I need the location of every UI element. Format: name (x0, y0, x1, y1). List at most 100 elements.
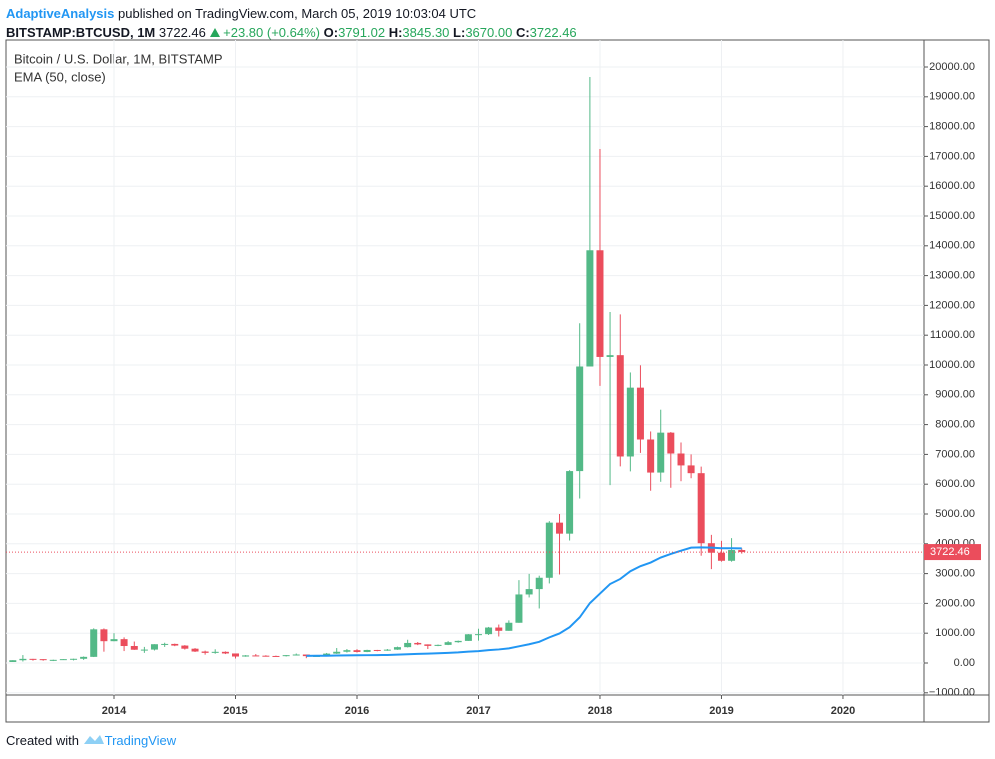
y-tick-label: 10000.00 (929, 359, 975, 371)
candle-body (211, 651, 219, 653)
candle-body (444, 642, 452, 645)
candle-body (242, 655, 250, 657)
x-tick-label: 2014 (102, 705, 127, 717)
candle-body (515, 594, 523, 623)
candle-body (474, 634, 482, 636)
y-tick-label: 16000.00 (929, 180, 975, 192)
y-tick-label: 0.00 (954, 657, 975, 669)
candle-body (130, 646, 138, 650)
candle-body (535, 577, 543, 590)
candle-body (262, 655, 270, 657)
y-tick-label: 15000.00 (929, 210, 975, 222)
logo (83, 735, 104, 744)
candle-body (221, 651, 229, 654)
candle-body (697, 473, 705, 544)
candle-body (556, 522, 564, 534)
candle-body (616, 355, 624, 457)
ohlc-value: 3722.46 (529, 25, 577, 40)
author: AdaptiveAnalysis (6, 6, 115, 21)
candle-body (454, 640, 462, 643)
candle-body (404, 642, 412, 648)
candle-body (100, 629, 108, 642)
brand: TradingView (104, 733, 177, 748)
candle-body (728, 550, 736, 561)
candle-body (657, 432, 665, 473)
y-tick-label: 12000.00 (929, 299, 975, 311)
candle-body (150, 644, 158, 650)
ema-line (306, 546, 742, 657)
price-tag-label: 3722.46 (930, 546, 970, 558)
ohlc-value: 3670.00 (465, 25, 513, 40)
y-tick-label: 6000.00 (935, 478, 975, 490)
candle-body (161, 643, 169, 645)
x-tick-label: 2019 (709, 705, 733, 717)
candle-body (333, 651, 341, 654)
x-tick-label: 2017 (466, 705, 490, 717)
y-tick-label: 11000.00 (930, 329, 975, 341)
y-tick-label: 9000.00 (935, 389, 975, 401)
chart: Bitcoin / U.S. Dollar, 1M, BITSTAMP EMA … (5, 39, 990, 723)
ohlc-value: 3791.02 (338, 25, 386, 40)
header: AdaptiveAnalysis published on TradingVie… (6, 4, 577, 42)
up-arrow (209, 28, 220, 37)
candle-body (80, 656, 88, 659)
symbol-line: BITSTAMP:BTCUSD, 1M 3722.46 +23.80 (+0.6… (6, 23, 577, 42)
candle-body (292, 654, 300, 656)
candle-body (59, 659, 67, 661)
candle-body (677, 453, 685, 466)
candle-body (687, 465, 695, 474)
ohlc-label: L: (453, 25, 466, 40)
candle-body (647, 439, 655, 473)
candle-body (90, 629, 98, 657)
candle-body (140, 649, 148, 651)
y-tick-label: 3000.00 (935, 568, 975, 580)
y-tick-label: 2000.00 (935, 597, 975, 609)
y-tick-label: 1000.00 (935, 627, 975, 639)
candle-body (424, 644, 432, 646)
candle-body (282, 655, 290, 657)
candle-body (120, 639, 128, 647)
frame (5, 39, 990, 723)
candle-body (373, 649, 381, 651)
y-tick-label: 19000.00 (929, 91, 975, 103)
created: Created with (6, 733, 79, 748)
y-tick-label: −1000.00 (929, 687, 975, 699)
candle-body (110, 639, 118, 642)
candle-body (606, 355, 614, 357)
legend-ema: EMA (50, close) (14, 69, 106, 84)
candle-body (171, 643, 179, 646)
y-tick-label: 5000.00 (935, 508, 975, 520)
candle-body (636, 387, 644, 440)
candle-body (667, 432, 675, 454)
candle-body (191, 648, 199, 652)
candle-body (576, 366, 584, 472)
y-tick-label: 8000.00 (935, 419, 975, 431)
candle-body (343, 650, 351, 652)
ohlc-label: O: (323, 25, 339, 40)
candle-body (626, 387, 634, 457)
x-tick-label: 2016 (345, 705, 369, 717)
candle-body (434, 644, 442, 646)
candle-body (232, 653, 239, 657)
candle-body (39, 659, 47, 661)
ohlc-value: 3845.30 (402, 25, 450, 40)
candle-body (383, 649, 391, 651)
candle-body (49, 659, 57, 661)
candle-body (586, 250, 594, 367)
candle-body (272, 655, 280, 657)
candle-body (393, 647, 401, 650)
ohlc-label: C: (515, 25, 530, 40)
candle-body (545, 522, 553, 578)
x-tick-label: 2015 (223, 705, 247, 717)
symbol: BITSTAMP:BTCUSD, 1M (6, 25, 156, 40)
y-tick-label: 17000.00 (929, 150, 975, 162)
y-tick-label: 14000.00 (929, 240, 975, 252)
candle-body (525, 589, 533, 595)
legend-series: Bitcoin / U.S. Dollar, 1M, BITSTAMP (14, 51, 223, 66)
ohlc: O:3791.02 H:3845.30 L:3670.00 C:3722.46 (324, 25, 577, 40)
y-tick-label: 7000.00 (935, 448, 975, 460)
candle-body (596, 250, 604, 357)
candle-body (29, 658, 37, 660)
candle-body (464, 634, 472, 641)
